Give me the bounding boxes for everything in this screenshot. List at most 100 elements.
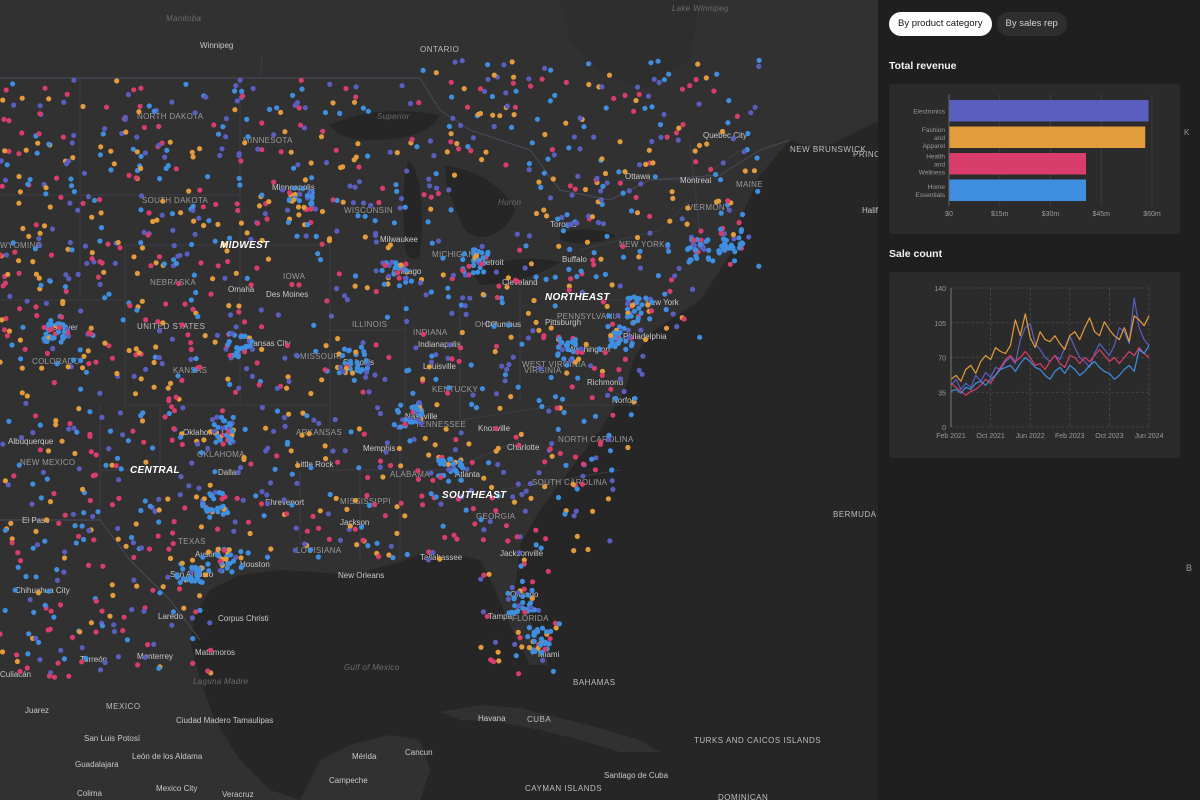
sale-point[interactable] bbox=[508, 124, 515, 130]
sale-point[interactable] bbox=[398, 463, 404, 469]
sale-point[interactable] bbox=[547, 446, 553, 452]
sale-point[interactable] bbox=[628, 343, 635, 349]
sale-point[interactable] bbox=[213, 201, 219, 207]
sale-point[interactable] bbox=[393, 260, 399, 266]
sale-point[interactable] bbox=[177, 579, 183, 586]
sale-point[interactable] bbox=[203, 505, 209, 512]
sale-point[interactable] bbox=[492, 639, 499, 645]
sale-point[interactable] bbox=[249, 346, 255, 352]
sale-point[interactable] bbox=[323, 343, 329, 349]
sale-point[interactable] bbox=[217, 567, 223, 574]
sale-point[interactable] bbox=[291, 165, 297, 171]
sale-point[interactable] bbox=[475, 257, 481, 263]
sale-point[interactable] bbox=[197, 187, 203, 193]
sale-point[interactable] bbox=[433, 171, 439, 177]
sale-point[interactable] bbox=[420, 67, 426, 73]
sale-point[interactable] bbox=[380, 185, 386, 191]
sale-point[interactable] bbox=[302, 105, 308, 111]
sale-point[interactable] bbox=[207, 482, 213, 488]
sale-point[interactable] bbox=[245, 550, 251, 556]
sale-point[interactable] bbox=[662, 291, 668, 297]
sale-point[interactable] bbox=[207, 429, 213, 435]
sale-point[interactable] bbox=[418, 420, 424, 426]
sale-point[interactable] bbox=[247, 530, 253, 537]
sale-point[interactable] bbox=[609, 339, 615, 346]
sale-point[interactable] bbox=[353, 84, 359, 90]
sale-point[interactable] bbox=[550, 668, 557, 675]
sale-point[interactable] bbox=[88, 449, 94, 455]
sale-point[interactable] bbox=[344, 506, 350, 512]
sale-point[interactable] bbox=[312, 206, 318, 212]
sale-point[interactable] bbox=[193, 356, 199, 362]
sale-point[interactable] bbox=[615, 312, 621, 319]
sale-point[interactable] bbox=[598, 197, 605, 203]
sale-point[interactable] bbox=[54, 577, 61, 583]
sale-point[interactable] bbox=[11, 473, 17, 479]
sale-point[interactable] bbox=[693, 159, 699, 165]
sale-point[interactable] bbox=[333, 147, 339, 153]
sale-point[interactable] bbox=[387, 149, 393, 155]
sale-point[interactable] bbox=[156, 507, 162, 513]
sale-point[interactable] bbox=[323, 160, 330, 166]
sale-point[interactable] bbox=[505, 275, 511, 281]
sale-point[interactable] bbox=[605, 392, 611, 398]
sale-point[interactable] bbox=[562, 511, 568, 517]
sale-point[interactable] bbox=[626, 188, 632, 194]
sale-point[interactable] bbox=[350, 200, 356, 206]
sale-point[interactable] bbox=[526, 645, 533, 651]
sale-point[interactable] bbox=[670, 195, 676, 201]
sale-point[interactable] bbox=[219, 496, 225, 502]
sale-point[interactable] bbox=[301, 204, 307, 210]
sale-point[interactable] bbox=[352, 273, 359, 279]
sale-point[interactable] bbox=[295, 204, 302, 210]
sale-point[interactable] bbox=[2, 177, 9, 183]
sale-point[interactable] bbox=[206, 218, 212, 224]
sale-point[interactable] bbox=[166, 396, 172, 402]
sale-point[interactable] bbox=[526, 167, 532, 173]
sale-point[interactable] bbox=[165, 496, 171, 502]
sale-point[interactable] bbox=[190, 306, 196, 312]
sale-point[interactable] bbox=[143, 366, 149, 372]
sale-point[interactable] bbox=[186, 483, 192, 489]
sale-point[interactable] bbox=[515, 590, 521, 596]
sale-point[interactable] bbox=[222, 275, 228, 281]
sale-point[interactable] bbox=[268, 546, 274, 552]
sale-point[interactable] bbox=[243, 343, 249, 349]
sale-point[interactable] bbox=[54, 361, 60, 367]
sale-point[interactable] bbox=[232, 107, 238, 113]
sale-point[interactable] bbox=[593, 274, 599, 280]
sale-point[interactable] bbox=[19, 95, 25, 101]
sale-point[interactable] bbox=[426, 549, 432, 555]
sale-point[interactable] bbox=[89, 250, 95, 256]
sale-point[interactable] bbox=[290, 92, 296, 98]
sale-point[interactable] bbox=[352, 526, 358, 532]
sale-point[interactable] bbox=[169, 622, 175, 628]
sale-point[interactable] bbox=[106, 343, 112, 349]
sale-point[interactable] bbox=[458, 302, 464, 308]
sale-point[interactable] bbox=[527, 481, 534, 487]
sale-point[interactable] bbox=[66, 426, 72, 432]
sale-point[interactable] bbox=[308, 201, 314, 207]
sale-point[interactable] bbox=[519, 578, 526, 585]
sale-point[interactable] bbox=[227, 552, 234, 558]
sale-point[interactable] bbox=[183, 81, 189, 87]
sale-point[interactable] bbox=[642, 105, 648, 111]
sale-point[interactable] bbox=[0, 359, 3, 365]
sale-point[interactable] bbox=[752, 104, 758, 110]
sale-point[interactable] bbox=[356, 465, 362, 471]
sale-point[interactable] bbox=[630, 320, 636, 326]
sale-point[interactable] bbox=[195, 313, 201, 320]
sale-point[interactable] bbox=[541, 333, 547, 339]
sale-point[interactable] bbox=[468, 488, 474, 494]
sale-point[interactable] bbox=[178, 210, 184, 216]
sale-point[interactable] bbox=[330, 448, 336, 454]
sale-point[interactable] bbox=[673, 130, 680, 136]
sale-point[interactable] bbox=[508, 394, 514, 400]
sale-point[interactable] bbox=[427, 183, 433, 189]
sale-point[interactable] bbox=[220, 511, 226, 517]
sale-point[interactable] bbox=[280, 187, 286, 193]
sale-point[interactable] bbox=[443, 426, 449, 432]
sale-point[interactable] bbox=[242, 140, 248, 146]
sale-point[interactable] bbox=[201, 222, 207, 229]
sale-point[interactable] bbox=[387, 242, 393, 248]
